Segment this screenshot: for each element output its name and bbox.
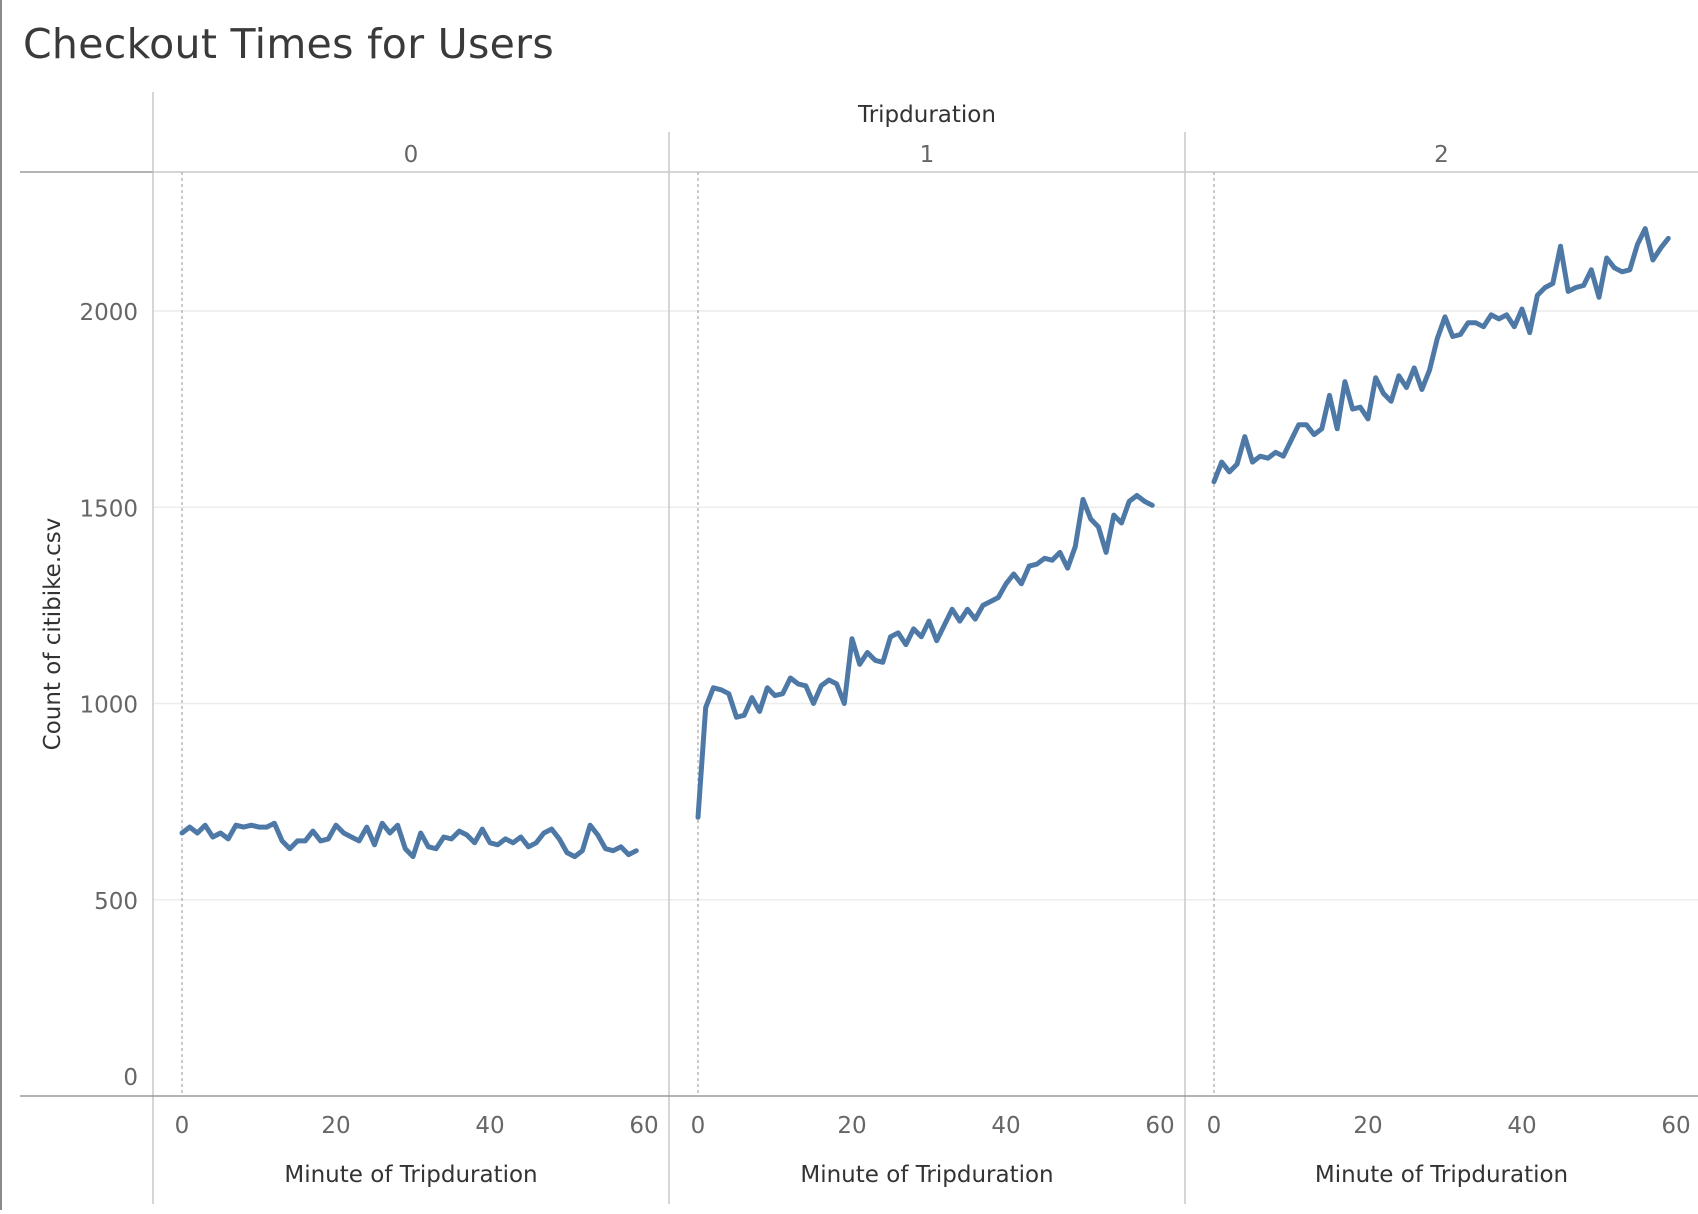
panel-header-0: 0 — [404, 142, 419, 168]
panel-header-2: 2 — [1434, 142, 1449, 168]
x-axis-label: Minute of Tripduration — [800, 1162, 1053, 1188]
column-header: Tripduration — [857, 102, 996, 128]
x-axis-label: Minute of Tripduration — [284, 1162, 537, 1188]
y-tick-label: 2000 — [79, 300, 138, 326]
window-left-border — [0, 0, 2, 1210]
x-tick-label: 20 — [837, 1113, 866, 1139]
series-line-0 — [179, 820, 639, 860]
panel-header-1: 1 — [920, 142, 935, 168]
chart-title: Checkout Times for Users — [23, 20, 554, 68]
x-tick-label: 60 — [629, 1113, 658, 1139]
x-tick-label: 40 — [991, 1113, 1020, 1139]
y-tick-label: 1500 — [79, 496, 138, 522]
y-tick-label: 1000 — [79, 693, 138, 719]
y-axis-label: Count of citibike.csv — [40, 518, 66, 751]
x-tick-label: 60 — [1661, 1113, 1690, 1139]
y-tick-label: 0 — [123, 1065, 138, 1091]
y-tick-label: 500 — [94, 889, 138, 915]
x-tick-label: 20 — [1353, 1113, 1382, 1139]
x-tick-label: 0 — [691, 1113, 706, 1139]
x-tick-label: 0 — [1207, 1113, 1222, 1139]
x-axis-label: Minute of Tripduration — [1315, 1162, 1568, 1188]
x-tick-label: 60 — [1145, 1113, 1174, 1139]
x-tick-label: 40 — [1507, 1113, 1536, 1139]
series-line-1 — [695, 493, 1155, 820]
x-tick-label: 40 — [475, 1113, 504, 1139]
x-tick-label: 0 — [175, 1113, 190, 1139]
series-line-2 — [1211, 226, 1671, 485]
x-tick-label: 20 — [321, 1113, 350, 1139]
